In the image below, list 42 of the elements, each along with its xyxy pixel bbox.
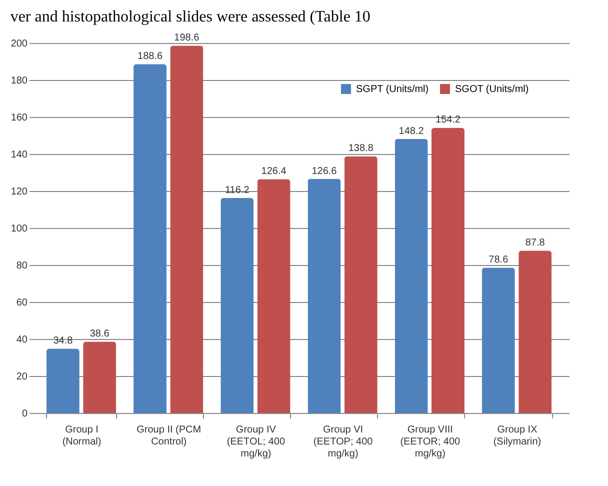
x-tick-label: Group II (PCM Control)	[136, 424, 202, 448]
y-tick-label: 180	[10, 76, 28, 86]
bar	[431, 128, 464, 413]
y-tick-label: 140	[10, 150, 28, 160]
bar	[482, 268, 515, 413]
y-tick-label: 0	[22, 408, 28, 420]
y-tick-label: 40	[16, 334, 28, 346]
x-tick-label: Group IX (Silymarin)	[493, 424, 542, 448]
y-tick-label: 160	[10, 112, 28, 124]
legend-label: SGPT (Units/ml)	[356, 84, 429, 95]
x-tick-label: Group IV (EETOL; 400 mg/kg)	[226, 424, 286, 460]
bar	[257, 179, 290, 413]
y-tick-label: 100	[10, 224, 28, 234]
data-label: 154.2	[435, 114, 461, 126]
bar	[220, 198, 254, 413]
data-label: 78.6	[488, 254, 509, 266]
y-tick-label: 80	[16, 260, 28, 272]
text: ver and histopathological slides were assessed (Table 10	[10, 8, 370, 26]
data-label: 188.6	[138, 51, 163, 62]
data-label: 198.6	[174, 32, 200, 44]
data-label: 138.8	[348, 143, 374, 154]
bar	[344, 156, 378, 413]
bar	[394, 138, 428, 413]
bar	[46, 348, 80, 413]
data-label: 126.6	[312, 166, 338, 177]
bar	[518, 250, 552, 413]
legend-label: SGOT (Units/ml)	[455, 84, 529, 95]
y-tick-label: 60	[16, 298, 28, 308]
bar	[134, 64, 167, 413]
data-label: 87.8	[525, 238, 546, 249]
x-tick-label: Group VI (EETOP; 400 mg/kg)	[313, 424, 374, 460]
data-label: 126.4	[261, 166, 287, 178]
data-label: 38.6	[90, 328, 110, 340]
bar	[308, 178, 341, 413]
x-tick-label: Group I (Normal)	[62, 424, 102, 448]
bar	[83, 342, 116, 413]
x-tick-label: Group VIII (EETOR; 400 mg/kg)	[400, 424, 460, 460]
data-label: 148.2	[398, 126, 424, 137]
y-tick-label: 200	[10, 38, 28, 50]
bar	[170, 46, 204, 413]
y-tick-label: 20	[16, 372, 28, 382]
y-tick-label: 120	[10, 186, 28, 198]
